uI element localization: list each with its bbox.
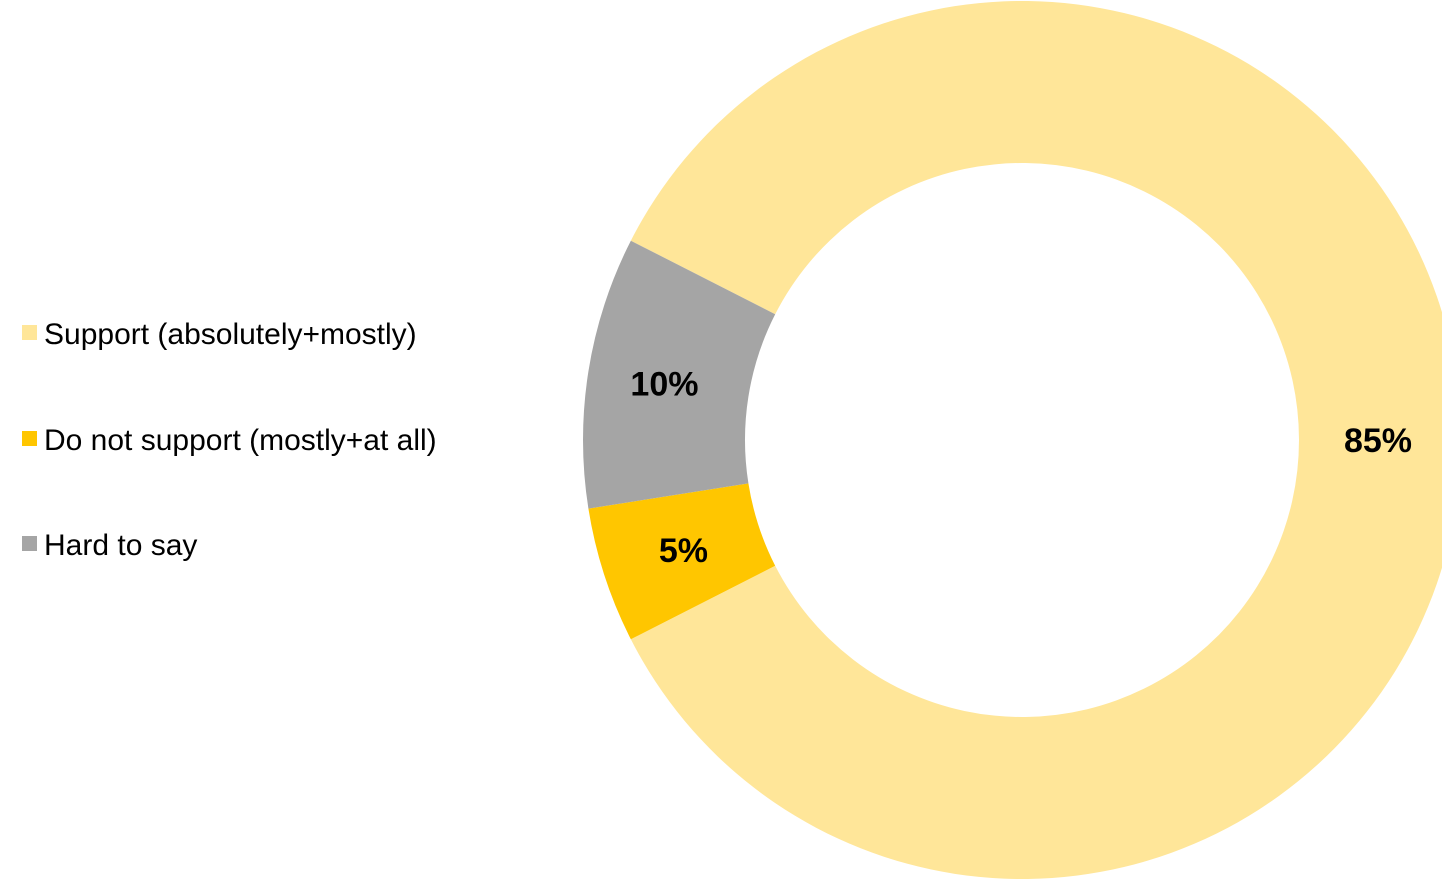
data-label-support: 85% (1344, 422, 1412, 460)
legend-swatch-do-not-support (22, 431, 37, 446)
legend-swatch-support (22, 325, 37, 340)
data-label-do-not-support: 5% (659, 532, 708, 570)
legend-item-do-not-support: Do not support (mostly+at all) (22, 424, 437, 457)
data-label-hard-to-say: 10% (630, 365, 698, 403)
legend-swatch-hard-to-say (22, 536, 37, 551)
slice-support (631, 1, 1442, 879)
legend-label-support: Support (absolutely+mostly) (44, 318, 417, 351)
legend-label-do-not-support: Do not support (mostly+at all) (44, 424, 437, 457)
legend-item-support: Support (absolutely+mostly) (22, 318, 417, 351)
donut-slices (583, 1, 1442, 879)
legend-label-hard-to-say: Hard to say (44, 529, 197, 562)
legend-item-hard-to-say: Hard to say (22, 529, 197, 562)
legend: Support (absolutely+mostly) Do not suppo… (22, 318, 437, 562)
